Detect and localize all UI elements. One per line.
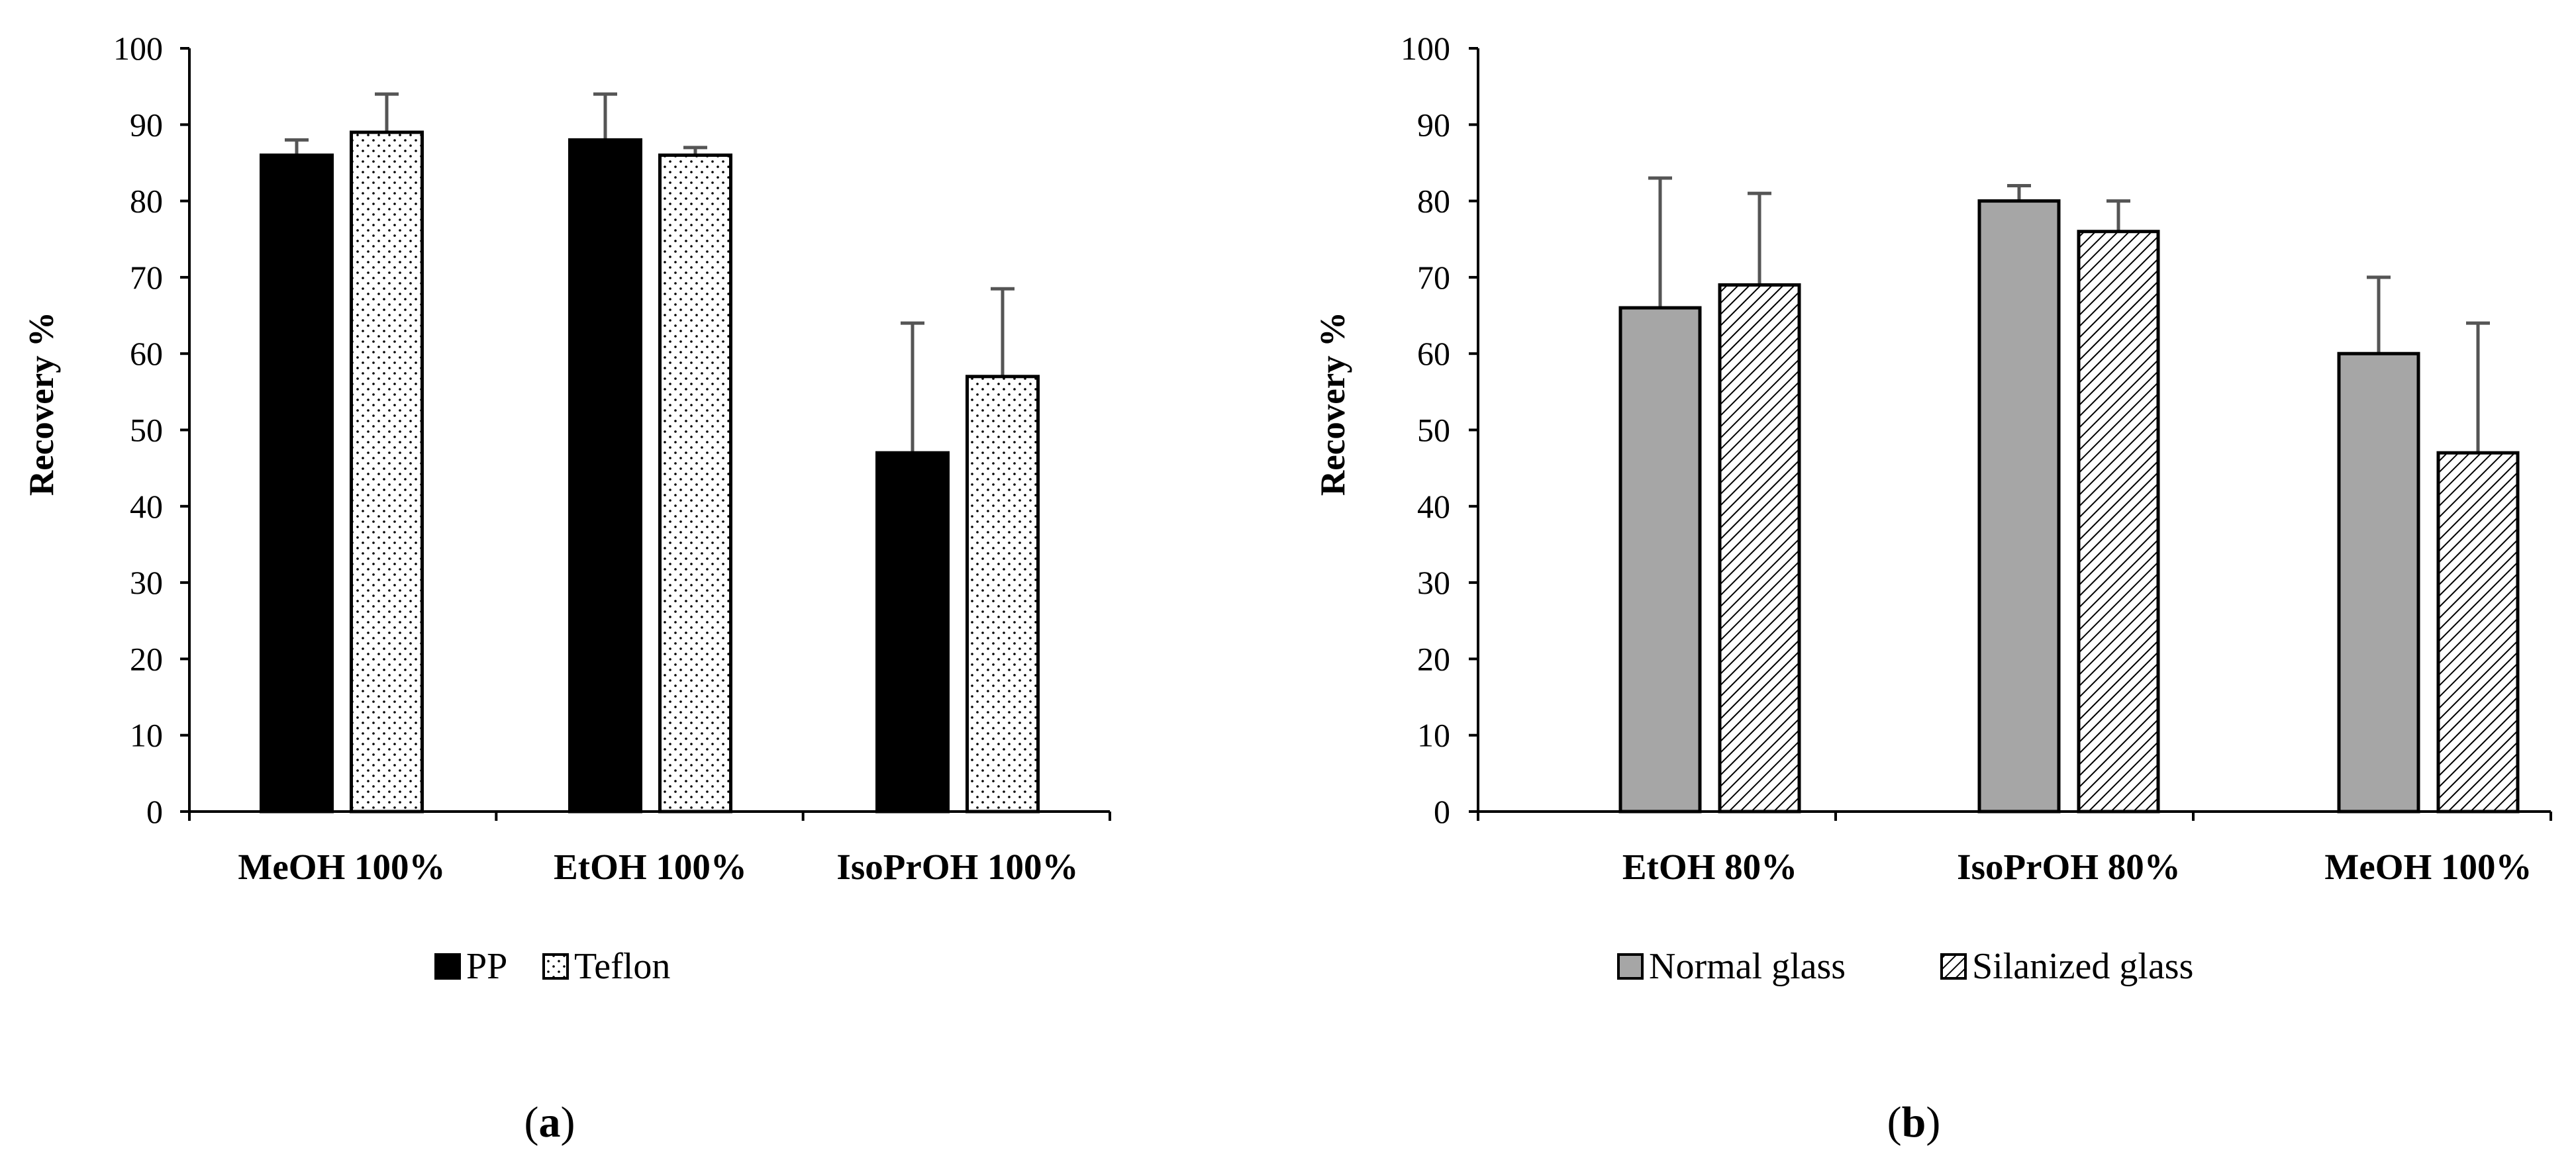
- chart-b-y-tick-label: 20: [1417, 640, 1450, 677]
- chart-a-panel-letter: a: [539, 1098, 561, 1146]
- chart-b-y-tick-label: 10: [1417, 717, 1450, 754]
- chart-a-legend-label: Teflon: [574, 946, 670, 987]
- chart-b: 0 10 20 30 40 50 60 70 80 90 100 EtOH 80% IsoPrOH 80…: [1314, 30, 2552, 1146]
- chart-a-marks: [260, 92, 1040, 814]
- chart-a-legend-swatch: [434, 953, 461, 980]
- chart-b-y-tick-label: 40: [1417, 488, 1450, 525]
- chart-b-legend-swatch: [1940, 953, 1967, 980]
- chart-a-y-axis-title: Recovery %: [23, 312, 61, 496]
- chart-b-y-tick-label: 0: [1434, 793, 1450, 830]
- chart-b-y-tick-label: 80: [1417, 183, 1450, 220]
- chart-a-x-tick-label: EtOH 100%: [554, 847, 747, 887]
- chart-a-x-tick-label: IsoPrOH 100%: [836, 847, 1078, 887]
- chart-b-y-axis-title: Recovery %: [1314, 312, 1352, 496]
- chart-a-bar: [658, 153, 732, 814]
- chart-b-y-tick-label: 30: [1417, 564, 1450, 601]
- chart-b-y-tick-label: 90: [1417, 106, 1450, 143]
- chart-a-bar: [966, 375, 1040, 814]
- chart-b-legend: Normal glass Silanized glass: [1617, 946, 2193, 987]
- chart-a-y-tick-label: 60: [130, 335, 163, 372]
- chart-b-x-tick-label: MeOH 100%: [2324, 847, 2532, 887]
- chart-a-bar: [350, 130, 424, 814]
- chart-b-x-tick-label: EtOH 80%: [1622, 847, 1797, 887]
- chart-a-legend-swatch: [542, 953, 569, 980]
- chart-a-y-tick-label: 20: [130, 640, 163, 677]
- chart-a-y-tick-label: 50: [130, 412, 163, 449]
- chart-a-y-tick-label: 70: [130, 259, 163, 296]
- chart-b-bar: [1977, 199, 2061, 814]
- chart-b-bar: [1618, 306, 1702, 814]
- chart-b-legend-swatch: [1617, 953, 1644, 980]
- chart-a-bar: [875, 451, 950, 814]
- chart-b-x-tick-label: IsoPrOH 80%: [1957, 847, 2181, 887]
- chart-b-bar: [2436, 451, 2520, 814]
- chart-b-panel-label: (b): [1887, 1098, 1941, 1146]
- chart-a-y-tick-label: 90: [130, 106, 163, 143]
- chart-b-legend-label: Silanized glass: [1972, 946, 2193, 987]
- chart-b-marks: [1618, 176, 2520, 814]
- chart-b-y-tick-label: 100: [1401, 30, 1450, 67]
- chart-a-legend-label: PP: [466, 946, 507, 987]
- chart-b-bar: [1718, 283, 1801, 814]
- chart-a-y-tick-label: 10: [130, 717, 163, 754]
- chart-a-y-tick-label: 0: [146, 793, 163, 830]
- chart-a-y-tick-label: 100: [113, 30, 163, 67]
- chart-a-y-tick-label: 40: [130, 488, 163, 525]
- chart-a-y-tick-label: 80: [130, 183, 163, 220]
- chart-a-gridless-axes: 0 10 20 30 40 50 60 70 80 90 100 MeOH 100% EtOH 100%…: [113, 30, 1111, 887]
- chart-b-bar: [2337, 351, 2420, 814]
- chart-a-y-tick-label: 30: [130, 564, 163, 601]
- chart-a-bar: [568, 138, 642, 814]
- chart-b-y-tick-label: 60: [1417, 335, 1450, 372]
- chart-b-y-tick-label: 50: [1417, 412, 1450, 449]
- chart-a-bar: [260, 153, 334, 814]
- chart-a-panel-label: (a): [524, 1098, 575, 1146]
- chart-a: 0 10 20 30 40 50 60 70 80 90 100 MeOH 100% EtOH 100%…: [23, 30, 1111, 1146]
- chart-b-y-tick-label: 70: [1417, 259, 1450, 296]
- chart-b-legend-label: Normal glass: [1649, 946, 1846, 987]
- chart-a-legend: PP Teflon: [434, 946, 670, 987]
- chart-b-bar: [2077, 230, 2160, 814]
- chart-b-panel-letter: b: [1902, 1098, 1926, 1146]
- chart-a-x-tick-label: MeOH 100%: [238, 847, 445, 887]
